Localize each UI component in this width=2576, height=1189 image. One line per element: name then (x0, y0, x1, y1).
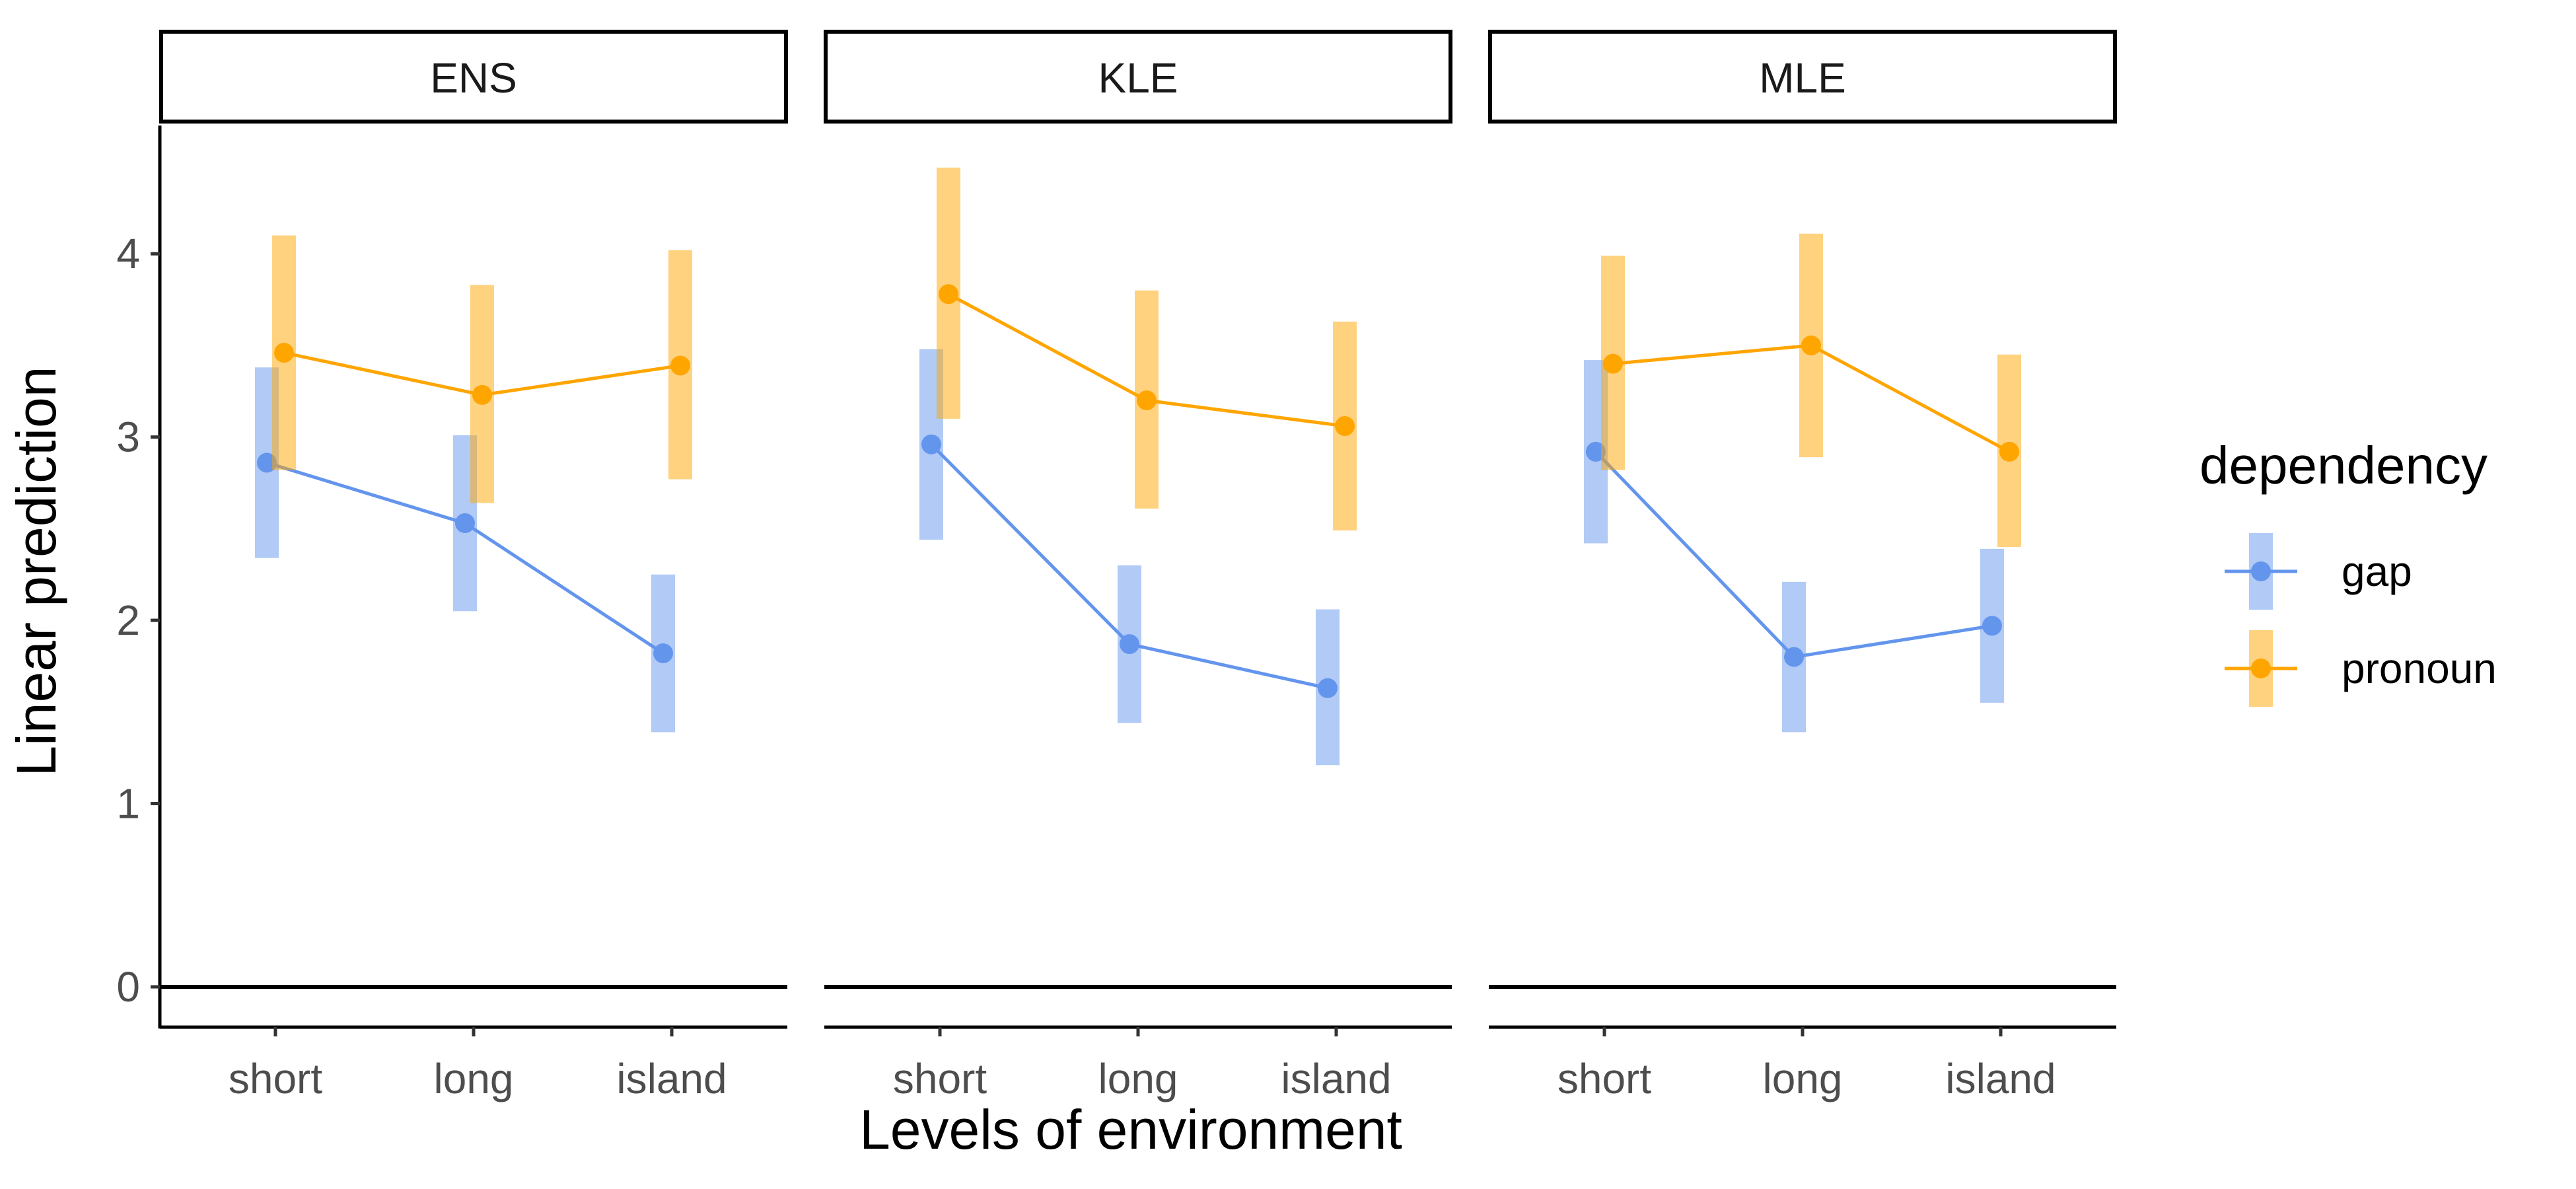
y-tick-label: 1 (116, 780, 140, 828)
data-point-pronoun (472, 384, 492, 405)
y-axis: 0 1 2 3 4 (116, 126, 162, 1028)
facet-panel-kle: KLE short long island (824, 30, 1452, 1102)
data-point-pronoun (938, 284, 958, 305)
series-gap (919, 349, 1340, 766)
x-axis-title: Levels of environment (859, 1099, 1402, 1161)
x-tick-label: short (229, 1055, 323, 1102)
series-pronoun (936, 167, 1357, 531)
data-point-pronoun (1999, 441, 2020, 462)
series-gap (1583, 360, 2005, 733)
series-pronoun (271, 235, 693, 503)
facet-panel-ens: ENS short long island (159, 30, 788, 1102)
facet-strip (824, 30, 1452, 124)
data-point-pronoun (1137, 390, 1157, 411)
x-tick-label: long (434, 1055, 514, 1102)
y-axis-title: Linear prediction (5, 366, 67, 776)
data-point-gap (1784, 647, 1804, 667)
data-point-pronoun (1335, 416, 1355, 436)
series-pronoun (1600, 233, 2022, 548)
data-point-gap (1120, 634, 1139, 655)
data-point-gap (921, 434, 941, 454)
data-point-gap (1318, 678, 1338, 698)
facet-strip-label: MLE (1759, 54, 1846, 102)
legend: dependency gap pronoun (2200, 436, 2497, 707)
legend-key-point (2251, 561, 2271, 581)
y-tick-label: 4 (116, 230, 140, 277)
x-tick-label: short (893, 1055, 987, 1102)
data-point-gap (455, 513, 475, 534)
data-point-pronoun (1602, 353, 1623, 374)
x-tick-label: short (1557, 1055, 1652, 1102)
x-tick-label: island (1281, 1055, 1391, 1102)
data-point-pronoun (670, 355, 691, 376)
data-point-pronoun (1801, 335, 1821, 355)
facet-strip (159, 30, 788, 124)
facet-strip-label: KLE (1098, 54, 1178, 102)
legend-label: pronoun (2342, 645, 2497, 692)
data-point-gap (653, 643, 674, 664)
legend-item-gap: gap (2225, 533, 2412, 610)
legend-key-point (2251, 659, 2271, 678)
facet-panels: ENS short long island KLE short long island MLE s… (159, 30, 2117, 1102)
x-tick-label: long (1763, 1055, 1843, 1102)
data-point-gap (1585, 441, 1606, 462)
x-tick-label: island (1945, 1055, 2056, 1102)
x-tick-label: island (616, 1055, 727, 1102)
data-point-gap (256, 452, 277, 473)
y-tick-label: 3 (116, 414, 140, 461)
x-tick-label: long (1098, 1055, 1178, 1102)
legend-label: gap (2342, 548, 2412, 595)
y-tick-label: 0 (116, 963, 140, 1011)
facet-panel-mle: MLE short long island (1488, 30, 2117, 1102)
data-point-gap (1982, 616, 2003, 636)
series-gap (254, 367, 676, 733)
legend-item-pronoun: pronoun (2225, 630, 2497, 707)
data-point-pronoun (273, 343, 294, 363)
y-tick-label: 2 (116, 596, 140, 644)
facet-strip (1488, 30, 2117, 124)
facet-strip-label: ENS (430, 54, 517, 102)
legend-title: dependency (2200, 436, 2487, 495)
